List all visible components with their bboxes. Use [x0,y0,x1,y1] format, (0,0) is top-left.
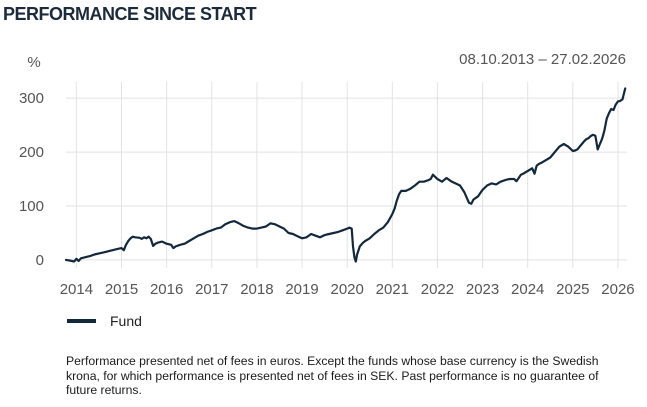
y-axis-label: % [27,54,40,71]
y-tick-label: 0 [36,252,44,269]
x-tick-label: 2026 [601,281,634,298]
y-tick-label: 300 [19,90,44,107]
page-title: PERFORMANCE SINCE START [3,4,257,24]
disclaimer-text: Performance presented net of fees in eur… [66,354,599,397]
y-tick-label: 200 [19,144,44,161]
x-tick-label: 2017 [195,281,228,298]
legend-label-fund: Fund [110,313,142,329]
x-tick-label: 2015 [105,281,138,298]
x-tick-label: 2020 [330,281,363,298]
x-tick-label: 2019 [285,281,318,298]
legend-swatch-fund [67,319,96,323]
x-tick-label: 2024 [511,281,544,298]
x-tick-label: 2016 [150,281,183,298]
performance-chart: % 0 100 200 300 2014 2015 2016 2017 2018 2019 2020… [19,54,635,298]
x-tick-label: 2023 [466,281,499,298]
legend: Fund [67,313,142,329]
x-tick-label: 2014 [60,281,93,298]
x-tick-label: 2018 [240,281,273,298]
y-tick-label: 100 [19,198,44,215]
fund-series-line [64,87,627,263]
x-tick-label: 2025 [556,281,589,298]
x-tick-label: 2021 [376,281,409,298]
x-tick-label: 2022 [421,281,454,298]
date-range: 08.10.2013 – 27.02.2026 [459,51,626,68]
